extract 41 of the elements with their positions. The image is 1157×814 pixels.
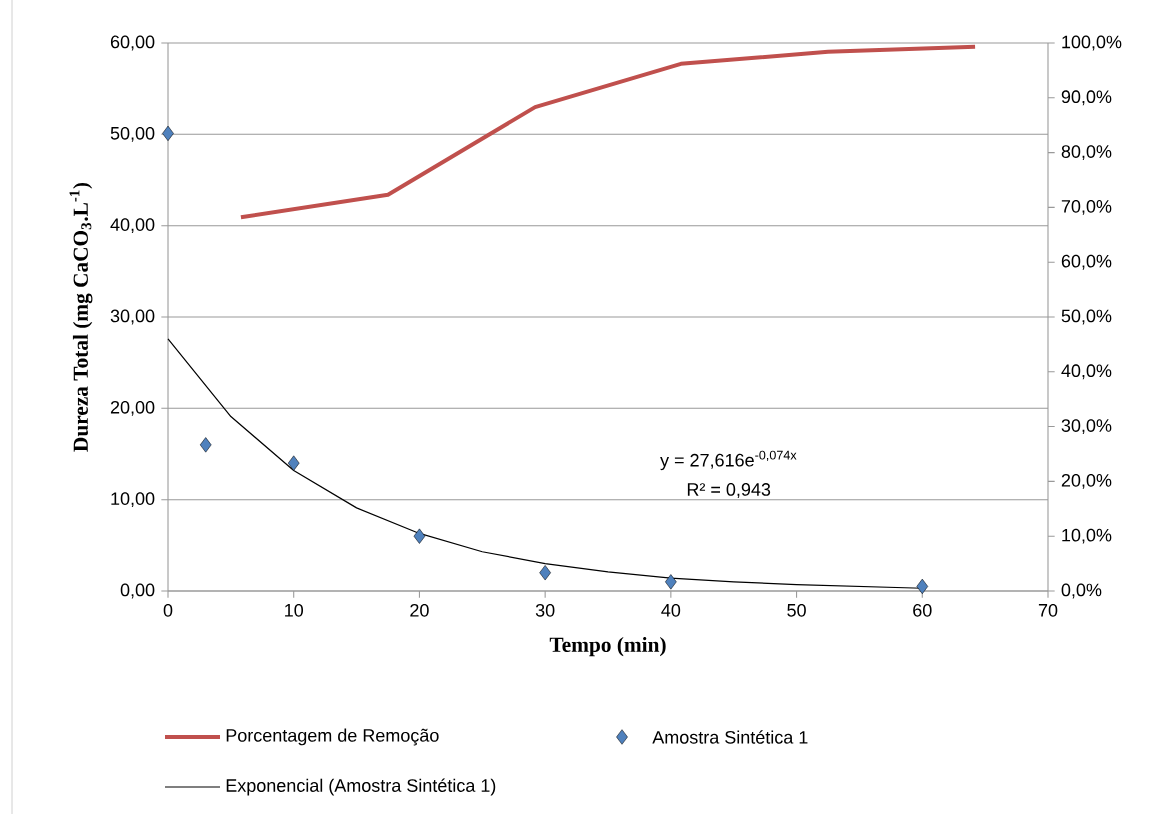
y2-tick-label: 10,0% (1062, 528, 1112, 544)
x-tick-label: 50 (787, 603, 806, 617)
y2-tick-label: 70,0% (1061, 199, 1112, 215)
y-tick-label: 50,00 (110, 126, 155, 142)
y-tick-label: 30,00 (110, 309, 155, 325)
point (539, 565, 551, 581)
x-tick-label: 70 (1038, 603, 1058, 617)
x-tick-label: 0 (163, 603, 173, 617)
y2-tick-label: 30,0% (1061, 419, 1112, 435)
y2-tick-label: 60,0% (1061, 254, 1112, 270)
point (665, 574, 677, 590)
y-tick-label: 10,00 (111, 492, 155, 508)
y2-tick-label: 0,0% (1061, 583, 1102, 599)
x-tick-label: 30 (535, 603, 555, 617)
y-axis-title: Dureza Total (mg CaCO$_{3}$.L$^{-1}$) (69, 182, 93, 452)
point (162, 125, 174, 142)
y2-tick-label: 100,0% (1062, 35, 1122, 51)
x-axis-title: Tempo (min) (549, 636, 666, 657)
y2-tick-label: 50,0% (1061, 309, 1112, 325)
y2-tick-label: 40,0% (1061, 364, 1112, 380)
y-tick-label: 40,00 (110, 218, 155, 234)
x-tick-label: 10 (285, 603, 304, 617)
legend-label: Porcentagem de Remoção (226, 728, 439, 746)
point (916, 578, 929, 595)
y-tick-label: 0,00 (120, 583, 155, 599)
annotation: R² = 0,943 (687, 483, 771, 498)
legend-label: Amostra Sintética 1 (652, 730, 808, 744)
x-tick-label: 20 (410, 603, 429, 617)
y-tick-label: 60,00 (110, 35, 155, 51)
x-tick-label: 40 (661, 603, 681, 617)
line-series (238, 44, 978, 220)
y2-tick-label: 80,0% (1061, 145, 1112, 161)
point (199, 437, 212, 453)
point (287, 455, 300, 471)
point (413, 528, 426, 544)
legend-label: Exponencial (Amostra Sintética 1) (226, 778, 496, 796)
y2-tick-label: 90,0% (1061, 90, 1112, 106)
x-tick-label: 60 (913, 603, 932, 617)
annotation: y = 27,616e$^{-0,074x}$ (660, 450, 797, 471)
y-tick-label: 20,00 (110, 400, 155, 416)
y2-tick-label: 20,0% (1061, 473, 1112, 489)
